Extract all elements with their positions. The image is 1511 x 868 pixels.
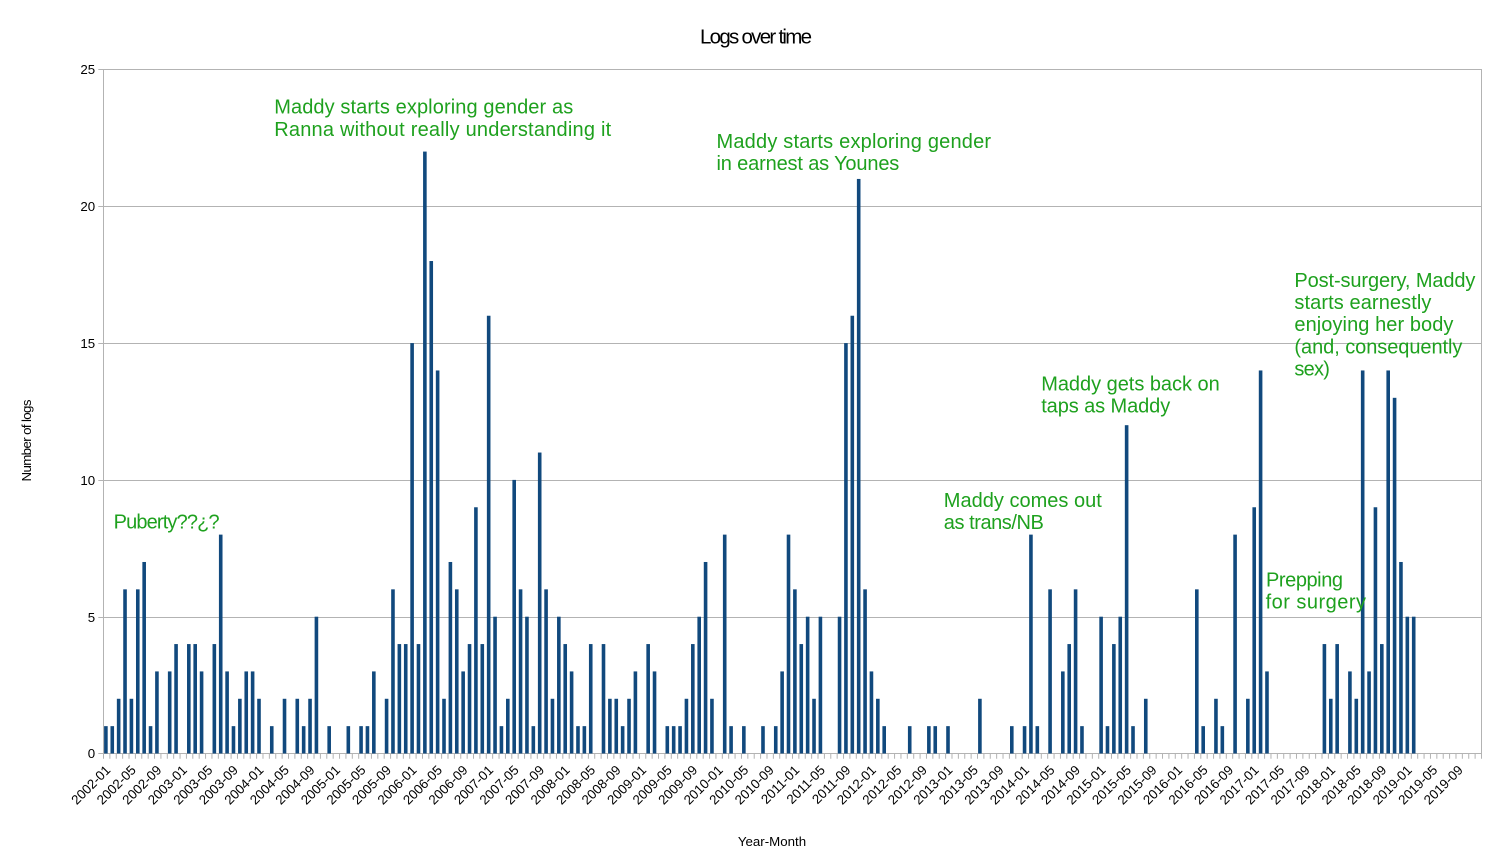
svg-text:enjoying her body: enjoying her body [1294, 314, 1453, 336]
svg-text:sex): sex) [1294, 358, 1330, 380]
svg-text:Maddy comes out: Maddy comes out [944, 490, 1102, 512]
svg-text:(and, consequently: (and, consequently [1294, 336, 1462, 358]
svg-text:taps as Maddy: taps as Maddy [1041, 395, 1170, 417]
svg-text:Post-surgery, Maddy: Post-surgery, Maddy [1294, 270, 1475, 292]
svg-text:for surgery: for surgery [1266, 592, 1366, 614]
svg-text:Logs over time: Logs over time [700, 26, 812, 49]
svg-text:Puberty??¿?: Puberty??¿? [114, 512, 220, 534]
svg-text:Prepping: Prepping [1266, 570, 1343, 592]
svg-text:15: 15 [80, 336, 95, 351]
svg-text:Maddy gets back on: Maddy gets back on [1041, 373, 1220, 395]
svg-text:10: 10 [80, 473, 95, 488]
svg-text:Year-Month: Year-Month [738, 834, 806, 849]
svg-text:in earnest as Younes: in earnest as Younes [717, 153, 900, 175]
svg-text:25: 25 [80, 62, 95, 77]
svg-text:as trans/NB: as trans/NB [944, 512, 1044, 534]
svg-text:Number of logs: Number of logs [19, 399, 34, 481]
svg-text:Maddy starts exploring gender: Maddy starts exploring gender as [274, 97, 573, 119]
svg-text:20: 20 [80, 199, 95, 214]
svg-text:starts earnestly: starts earnestly [1294, 292, 1431, 314]
svg-text:Maddy starts exploring gender: Maddy starts exploring gender [717, 131, 992, 153]
svg-text:0: 0 [88, 746, 95, 761]
svg-text:Ranna without really understan: Ranna without really understanding it [274, 119, 611, 141]
svg-text:5: 5 [88, 610, 95, 625]
